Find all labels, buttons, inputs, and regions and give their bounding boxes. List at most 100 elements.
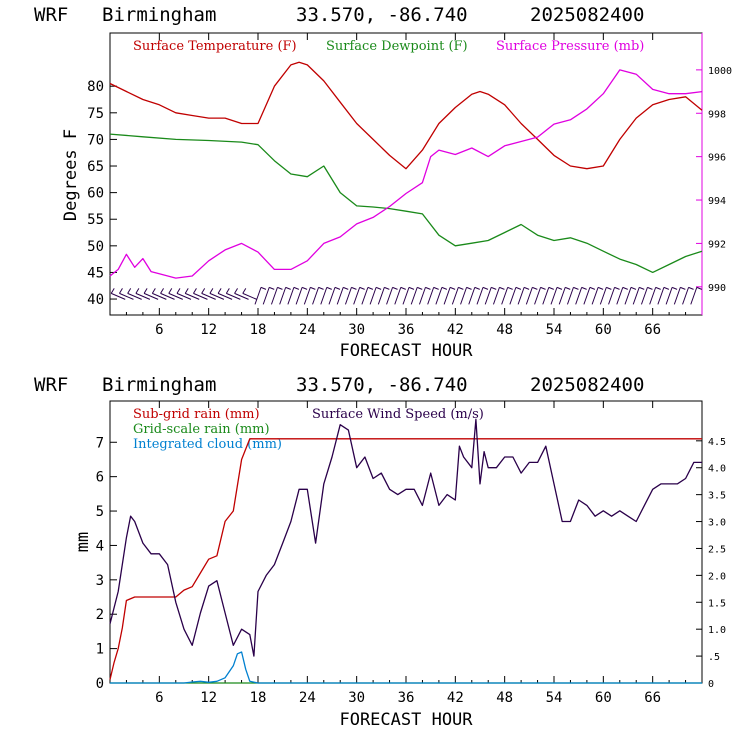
top-panel: Surface Temperature (F) Surface Dewpoint… [61, 32, 732, 361]
x-tick-label-18: 18 [250, 690, 267, 706]
wind-barb [295, 286, 308, 305]
wind-barb [690, 286, 702, 305]
wind-barb [566, 286, 579, 305]
x-tick-label-24: 24 [299, 690, 316, 706]
wind-barb [558, 286, 571, 305]
wind-barb [303, 286, 316, 305]
wind-barb [353, 286, 365, 305]
wind-barb [344, 286, 357, 305]
bottom-panel: Sub-grid rain (mm) Grid-scale rain (mm) … [73, 400, 726, 730]
y-tick-label-40: 40 [87, 292, 104, 308]
legend-pressure: Surface Pressure (mb) [496, 39, 644, 54]
bottom-x-axis-label: FORECAST HOUR [339, 710, 473, 730]
x-tick-label-42: 42 [447, 322, 464, 338]
y-tick-label-7: 7 [96, 435, 104, 451]
wind-barb [591, 286, 604, 305]
series-line-integrated-cloud-mm [110, 651, 702, 684]
y2-tick-label-4-0: 4.0 [708, 464, 726, 475]
legend-gridscale-rain: Grid-scale rain (mm) [133, 422, 270, 437]
y2-tick-label-996: 996 [708, 153, 726, 164]
top-y-axis-label: Degrees F [61, 129, 81, 221]
y-tick-label-75: 75 [87, 106, 104, 122]
bottom-station-label: Birmingham [102, 374, 216, 396]
y-tick-label-50: 50 [87, 239, 104, 255]
x-tick-label-54: 54 [546, 322, 563, 338]
x-tick-label-36: 36 [398, 322, 415, 338]
y-tick-label-80: 80 [87, 79, 104, 95]
x-tick-label-60: 60 [595, 322, 612, 338]
y2-tick-label-994: 994 [708, 196, 726, 207]
top-x-ticks: 6 12 18 24 30 36 42 48 54 60 66 [125, 33, 687, 338]
legend-subgrid-rain: Sub-grid rain (mm) [133, 407, 260, 422]
series-line-surface-pressure-mb [109, 69, 703, 279]
wind-barb [127, 288, 142, 300]
top-station-label: Birmingham [102, 4, 216, 26]
top-init-label: 2025082400 [530, 4, 644, 26]
y-tick-label-0: 0 [96, 676, 104, 692]
x-tick-label-60: 60 [595, 690, 612, 706]
wind-barb [632, 286, 645, 305]
top-y2-ticks: 990 992 994 996 998 1000 [696, 66, 732, 294]
wind-barb [328, 286, 341, 305]
bottom-y-ticks: 0 1 2 3 4 5 6 7 [96, 435, 117, 692]
wind-barbs [110, 286, 702, 305]
y2-tick-label-3-5: 3.5 [708, 491, 726, 502]
wind-barb [476, 286, 489, 305]
x-tick-label-54: 54 [546, 690, 563, 706]
y2-tick-label-2-0: 2.0 [708, 571, 726, 582]
series-line-surface-temperature-f [109, 61, 703, 170]
bottom-y-axis-label: mm [73, 532, 93, 552]
x-tick-label-6: 6 [155, 322, 163, 338]
legend-integrated-cloud: Integrated cloud (mm) [133, 437, 282, 452]
wind-barb [160, 288, 175, 300]
x-tick-label-42: 42 [447, 690, 464, 706]
wind-barb [176, 288, 192, 300]
wind-barb [336, 286, 349, 305]
wind-barb [119, 288, 134, 300]
x-tick-label-48: 48 [496, 690, 513, 706]
wind-barb [468, 286, 480, 305]
y-tick-label-65: 65 [87, 159, 104, 175]
top-y-ticks: 40 45 50 55 60 65 70 75 80 [87, 79, 117, 308]
series-line-sub-grid-rain-mm [109, 438, 702, 680]
y2-tick-label-2-5: 2.5 [708, 544, 726, 555]
y2-tick-label-0: 0 [708, 679, 714, 690]
y-tick-label-2: 2 [96, 607, 104, 623]
wind-barb [550, 286, 563, 305]
y-tick-label-60: 60 [87, 186, 104, 202]
bottom-coords-label: 33.570, -86.740 [296, 374, 468, 396]
wind-barb [193, 288, 208, 300]
wind-barb [649, 286, 661, 305]
x-tick-label-12: 12 [200, 690, 217, 706]
wind-barb [624, 286, 637, 305]
wind-barb [501, 286, 513, 305]
x-tick-label-18: 18 [250, 322, 267, 338]
legend-temperature: Surface Temperature (F) [133, 39, 297, 54]
wind-barb [492, 286, 505, 305]
wind-barb [460, 286, 472, 305]
top-coords-label: 33.570, -86.740 [296, 4, 468, 26]
y-tick-label-1: 1 [96, 642, 104, 658]
legend-dewpoint: Surface Dewpoint (F) [326, 39, 468, 54]
top-series-lines [109, 61, 703, 279]
wind-barb [410, 286, 423, 305]
y2-tick-label-5: .5 [708, 652, 720, 663]
x-tick-label-24: 24 [299, 322, 316, 338]
y-tick-label-6: 6 [96, 470, 104, 486]
y-tick-label-70: 70 [87, 132, 104, 148]
bottom-header: WRF Birmingham 33.570, -86.740 202508240… [34, 374, 644, 396]
y-tick-label-5: 5 [96, 504, 104, 520]
bottom-model-label: WRF [34, 374, 68, 396]
wind-barb [270, 286, 283, 305]
wind-barb [599, 286, 612, 305]
series-line-surface-dewpoint-f [109, 133, 703, 274]
top-x-axis-label: FORECAST HOUR [339, 341, 473, 361]
y-tick-label-4: 4 [96, 538, 104, 554]
y2-tick-label-990: 990 [708, 283, 726, 294]
wind-barb [640, 286, 653, 305]
wind-barb [320, 286, 332, 305]
wind-barb [451, 286, 464, 305]
wind-barb [525, 286, 538, 305]
wind-barb [225, 288, 241, 300]
